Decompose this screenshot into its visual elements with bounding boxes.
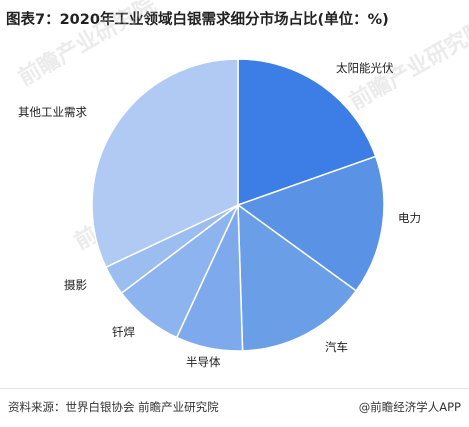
slice-label: 电力 xyxy=(398,211,421,225)
slice-label: 摄影 xyxy=(64,278,87,292)
pie-slice xyxy=(236,155,385,292)
slice-label: 其他工业需求 xyxy=(18,105,87,119)
brand-credit: @前瞻经济学人APP xyxy=(358,400,461,414)
slice-label: 钎焊 xyxy=(112,325,135,339)
watermark-text: 前瞻产业研究院 xyxy=(14,0,160,91)
slice-label: 汽车 xyxy=(325,340,348,354)
pie-chart: 前瞻产业研究院 前瞻产业研究院 前瞻产业研究院 太阳能光伏电力汽车半导体钎焊摄影… xyxy=(14,0,469,369)
pie-slice xyxy=(91,58,239,269)
slice-label: 太阳能光伏 xyxy=(336,61,394,75)
pie-slice xyxy=(237,203,358,352)
chart-title: 图表7：2020年工业领域白银需求细分市场占比(单位：%) xyxy=(6,12,389,28)
footer: 资料来源：世界白银协会 前瞻产业研究院 @前瞻经济学人APP xyxy=(0,388,469,427)
slice-label: 半导体 xyxy=(186,355,221,369)
source-note: 资料来源：世界白银协会 前瞻产业研究院 xyxy=(8,400,219,414)
